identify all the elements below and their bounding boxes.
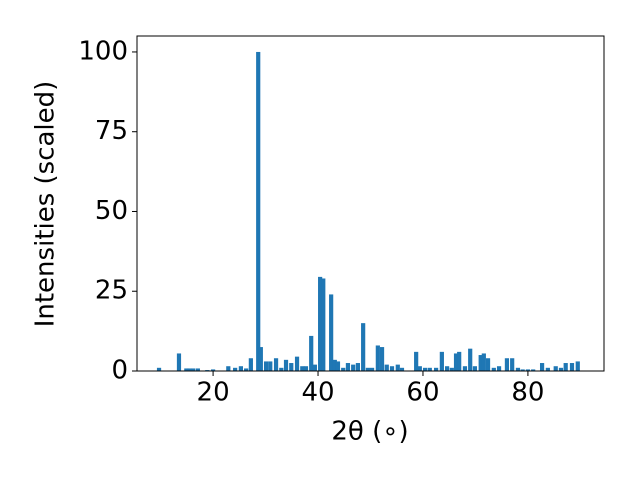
bar bbox=[375, 345, 380, 371]
bar bbox=[263, 361, 269, 371]
bar bbox=[478, 355, 483, 371]
bar bbox=[422, 367, 428, 371]
bar bbox=[335, 361, 341, 371]
bar bbox=[351, 364, 356, 371]
bar bbox=[569, 363, 575, 371]
bar bbox=[563, 363, 568, 371]
bar bbox=[361, 323, 366, 371]
bar bbox=[427, 367, 432, 371]
y-tick-label: 75 bbox=[95, 116, 128, 146]
x-tick-label: 80 bbox=[511, 378, 544, 408]
bar bbox=[294, 356, 300, 371]
bar bbox=[365, 367, 370, 371]
bar bbox=[491, 367, 496, 371]
bar bbox=[417, 366, 422, 371]
bar bbox=[176, 353, 182, 371]
bar bbox=[300, 366, 305, 371]
y-axis-label: Intensities (scaled) bbox=[31, 81, 61, 328]
bar bbox=[395, 364, 400, 371]
bar bbox=[303, 366, 309, 371]
bar bbox=[248, 358, 253, 371]
bar bbox=[496, 366, 502, 371]
bar bbox=[453, 353, 459, 371]
bar bbox=[289, 363, 294, 371]
bar bbox=[321, 278, 326, 371]
bar bbox=[226, 366, 231, 371]
y-tick-label: 25 bbox=[95, 276, 128, 306]
bar bbox=[539, 363, 545, 371]
bar bbox=[525, 369, 531, 371]
bar bbox=[545, 367, 550, 371]
bar bbox=[332, 359, 337, 371]
bar bbox=[244, 368, 249, 371]
bar bbox=[312, 364, 317, 371]
bar bbox=[575, 361, 580, 371]
bar bbox=[309, 335, 314, 371]
bar bbox=[379, 347, 385, 371]
bar bbox=[515, 367, 521, 371]
bar bbox=[389, 366, 395, 371]
x-axis-label: 2θ (∘) bbox=[331, 417, 408, 447]
bar bbox=[481, 353, 486, 371]
y-tick-label: 0 bbox=[111, 356, 128, 386]
bar bbox=[187, 368, 192, 371]
bar bbox=[341, 367, 346, 371]
bar bbox=[369, 367, 375, 371]
bar bbox=[184, 368, 189, 371]
y-tick-label: 100 bbox=[78, 36, 128, 66]
x-tick-label: 60 bbox=[406, 378, 439, 408]
x-tick-label: 20 bbox=[197, 378, 230, 408]
bar bbox=[462, 366, 468, 371]
bar bbox=[485, 358, 491, 371]
bar bbox=[520, 369, 525, 371]
bar bbox=[195, 368, 200, 371]
bar bbox=[256, 51, 261, 371]
x-tick-label: 40 bbox=[301, 378, 334, 408]
y-tick-label: 50 bbox=[95, 196, 128, 226]
bar bbox=[355, 363, 361, 371]
bar bbox=[414, 351, 419, 371]
bar bbox=[329, 294, 334, 371]
bar bbox=[384, 364, 389, 371]
bar bbox=[268, 361, 273, 371]
bar bbox=[439, 351, 444, 371]
bar bbox=[283, 359, 289, 371]
bar bbox=[238, 366, 243, 371]
bar bbox=[345, 363, 351, 371]
bar bbox=[553, 366, 558, 371]
bar bbox=[531, 369, 536, 371]
plot-frame bbox=[136, 35, 605, 372]
bar bbox=[468, 348, 473, 371]
bar bbox=[433, 367, 439, 371]
bar bbox=[558, 367, 564, 371]
bar bbox=[156, 367, 162, 371]
bar bbox=[399, 367, 405, 371]
bar bbox=[210, 369, 216, 371]
bar bbox=[472, 366, 478, 371]
bar bbox=[445, 366, 450, 371]
bar bbox=[279, 367, 284, 371]
bar bbox=[258, 347, 263, 371]
bar bbox=[504, 358, 510, 371]
bar bbox=[510, 358, 515, 371]
bar bbox=[457, 351, 462, 371]
bar bbox=[318, 276, 323, 371]
bar bbox=[449, 367, 454, 371]
bar bbox=[191, 368, 196, 371]
bar bbox=[233, 367, 238, 371]
bar bbox=[273, 358, 279, 371]
